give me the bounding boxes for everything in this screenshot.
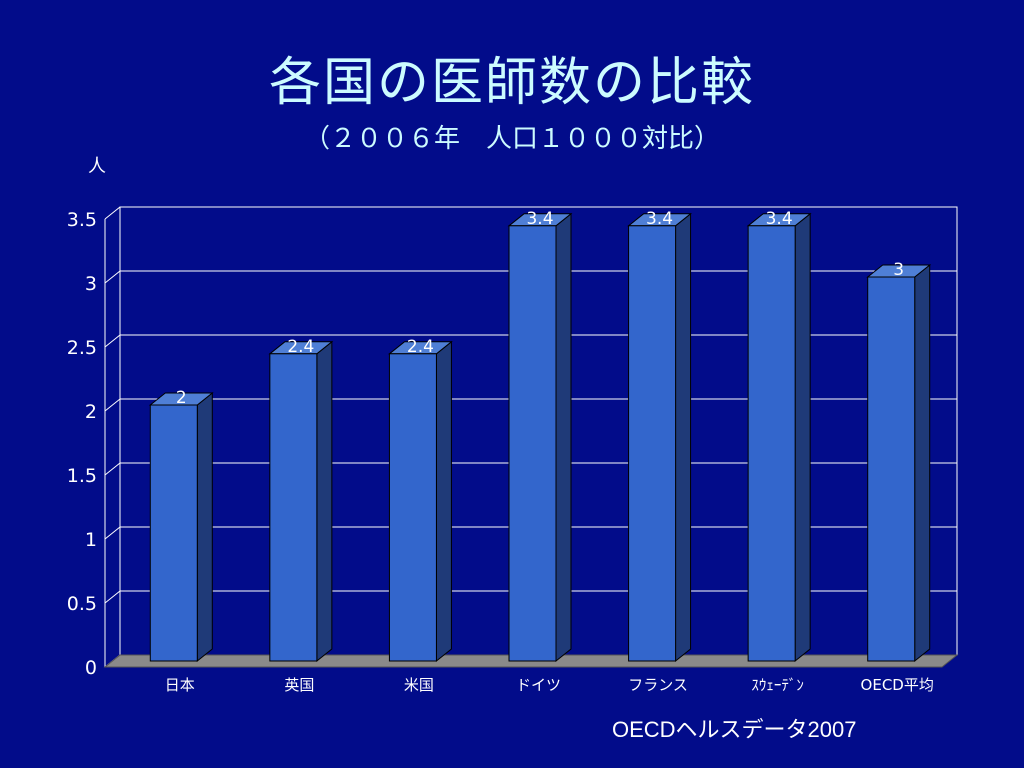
bar-side — [794, 212, 811, 663]
bar: 3.4 — [746, 209, 812, 663]
side-wall-line — [104, 270, 121, 284]
bar-value-label: 3.4 — [646, 209, 673, 229]
source-note: OECDヘルスデータ2007 — [612, 717, 857, 742]
y-tick-label: 3 — [85, 273, 97, 295]
bar-front — [508, 225, 557, 662]
y-tick-label: 1.5 — [67, 465, 97, 487]
x-axis-labels: 日本 英国 米国 ドイツ フランス ｽｳｪｰﾃﾞﾝ OECD平均 — [165, 676, 934, 694]
side-wall-line — [104, 206, 121, 220]
bar-value-label: 2.4 — [287, 337, 314, 357]
bar-front — [149, 404, 198, 662]
y-tick-label: 2 — [85, 401, 97, 423]
side-wall-line — [104, 526, 121, 540]
bar-front — [628, 225, 677, 662]
bar-value-label: 2.4 — [407, 337, 434, 357]
bar: 2.4 — [388, 337, 453, 663]
y-axis-ticks: 0 0.5 1 1.5 2 2.5 3 3.5 — [67, 209, 97, 679]
bar-side — [914, 263, 931, 663]
bar-front — [747, 225, 796, 662]
bar-side — [316, 340, 333, 663]
chart-subtitle: （２００６年 人口１０００対比） — [303, 124, 720, 154]
bar-front — [269, 353, 318, 662]
bar-value-label: 3.4 — [526, 209, 553, 229]
y-tick-label: 1 — [85, 529, 97, 551]
bar-side — [555, 212, 572, 663]
bar: 3.4 — [507, 209, 573, 663]
x-category-label: ｽｳｪｰﾃﾞﾝ — [751, 676, 804, 694]
bar: 3 — [866, 260, 932, 663]
x-category-label: 米国 — [404, 676, 434, 694]
bar-value-label: 2 — [176, 388, 187, 408]
side-wall-line — [104, 462, 121, 476]
y-tick-label: 0.5 — [67, 593, 97, 615]
bar: 2.4 — [268, 337, 334, 663]
side-wall-line — [104, 590, 121, 604]
chart-title: 各国の医師数の比較 — [268, 53, 755, 113]
bars: 2 2.4 2.4 3.4 3.4 3.4 3 — [148, 209, 932, 663]
bar-front — [388, 353, 437, 662]
bar: 2 — [148, 388, 214, 663]
y-tick-label: 3.5 — [67, 209, 97, 231]
x-category-label: 日本 — [165, 676, 195, 694]
x-category-label: 英国 — [284, 676, 314, 694]
x-category-label: OECD平均 — [861, 676, 934, 694]
side-wall-line — [104, 398, 121, 412]
y-tick-label: 0 — [85, 657, 97, 679]
bar: 3.4 — [627, 209, 692, 663]
x-category-label: フランス — [628, 676, 688, 694]
bar-value-label: 3 — [893, 260, 904, 280]
bar-value-label: 3.4 — [766, 209, 793, 229]
x-category-label: ドイツ — [516, 676, 561, 694]
bar-side — [196, 391, 213, 663]
side-wall-line — [104, 334, 121, 348]
y-axis-unit: 人 — [88, 156, 106, 177]
bar-side — [675, 212, 692, 663]
bar-side — [435, 340, 452, 663]
y-tick-label: 2.5 — [67, 337, 97, 359]
bar-front — [867, 276, 916, 662]
